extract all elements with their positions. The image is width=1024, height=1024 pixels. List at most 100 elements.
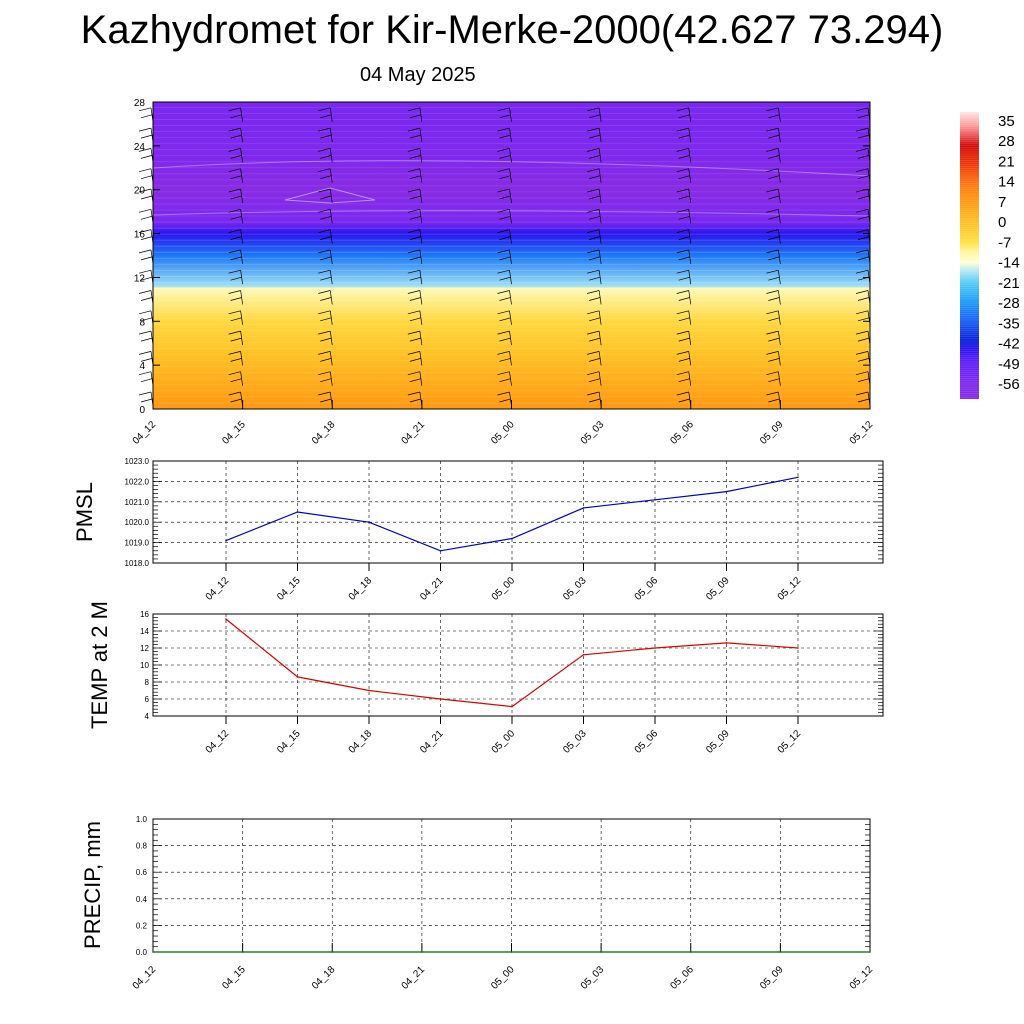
x-tick-label: 04_12: [204, 575, 232, 603]
colorbar-label: -28: [998, 295, 1020, 312]
wind-barb: [857, 155, 870, 159]
x-tick-label: 05_09: [758, 419, 786, 447]
wind-barb: [589, 337, 601, 342]
wind-barb: [678, 155, 690, 159]
chart-date: 04 May 2025: [360, 64, 476, 86]
wind-barb: [499, 114, 511, 119]
wind-barb: [678, 215, 690, 220]
colorbar-label: -35: [998, 315, 1020, 332]
wind-barb: [768, 134, 780, 139]
wind-barb: [497, 269, 510, 274]
wind-barb: [320, 378, 332, 383]
wind-barb: [497, 391, 510, 396]
y-tick-label: 12: [140, 644, 149, 653]
precip-point: [510, 951, 513, 953]
colorbar-fill: [960, 112, 979, 399]
wind-barb: [499, 134, 511, 139]
y-tick-label: 4: [139, 361, 145, 372]
wind-barb: [409, 317, 421, 322]
x-tick-label: 04_18: [347, 575, 375, 603]
y-tick-label: 16: [140, 610, 149, 619]
x-tick-label: 05_12: [776, 575, 804, 603]
wind-barb: [857, 337, 870, 342]
wind-barb: [407, 290, 420, 294]
colorbar: 35 28 21 14 7 0 -7 -14 -21 -28 -35 -42 -49 -56: [960, 111, 1020, 399]
wind-barb: [320, 134, 332, 139]
wind-barb: [230, 337, 242, 342]
y-tick-label: 8: [145, 678, 150, 687]
wind-barb: [587, 168, 600, 173]
x-tick-label: 05_03: [579, 964, 607, 992]
wind-barb: [678, 398, 690, 403]
wind-barb: [320, 337, 332, 342]
wind-barb: [407, 229, 420, 233]
y-tick-label: 0: [139, 405, 145, 416]
pmsl-point: [368, 521, 370, 523]
x-tick-label: 05_09: [704, 575, 732, 603]
colorbar-label: 0: [998, 214, 1006, 231]
wind-barb: [499, 337, 511, 342]
wind-barb: [318, 107, 331, 112]
wind-barb: [318, 371, 331, 376]
x-tick-label: 04_18: [347, 728, 375, 756]
wind-barb: [230, 378, 242, 383]
wind-barb: [497, 208, 510, 213]
wind-barb: [678, 195, 690, 200]
contour-line: [152, 160, 871, 177]
wind-barb: [589, 297, 601, 301]
pmsl-frame: [152, 460, 884, 564]
x-tick-label: 05_00: [489, 964, 517, 992]
pmsl-panel: 1018.0 1019.0 1020.0 1021.0 1022.0 1023.0 04_1…: [72, 457, 884, 603]
x-tick-label: 05_12: [776, 728, 804, 756]
wind-barb: [320, 297, 332, 301]
wind-barb: [407, 127, 420, 132]
x-tick-label: 05_03: [561, 575, 589, 603]
wind-barb: [857, 215, 870, 220]
wind-barb: [138, 168, 152, 173]
pmsl-point: [582, 507, 585, 509]
x-tick-label: 04_15: [275, 575, 303, 603]
wind-barb: [318, 168, 331, 173]
wind-barb: [589, 256, 601, 261]
wind-barb: [676, 208, 689, 213]
x-tick-label: 04_15: [220, 964, 248, 992]
wind-barb: [497, 310, 510, 315]
wind-barb: [768, 358, 780, 362]
wind-barb: [499, 155, 511, 159]
y-tick-label: 1021.0: [125, 498, 150, 507]
wind-barb: [678, 175, 690, 180]
y-tick-label: 0.0: [136, 948, 148, 957]
wind-barb: [766, 188, 779, 193]
wind-barb: [587, 229, 600, 233]
wind-barb: [318, 330, 331, 335]
wind-barb: [497, 188, 510, 193]
wind-barb: [497, 107, 510, 112]
wind-barb: [409, 195, 421, 200]
precip-point: [152, 951, 154, 953]
wind-barb: [589, 175, 601, 180]
precip-point: [600, 951, 602, 953]
x-tick-label: 04_21: [400, 964, 428, 992]
wind-barb: [587, 127, 600, 132]
wind-barb: [676, 290, 689, 294]
wind-barb: [678, 114, 690, 119]
wind-barb: [320, 236, 332, 240]
wind-barb: [855, 229, 869, 233]
wind-barb: [766, 351, 779, 355]
wind-barb: [499, 236, 511, 240]
x-tick-label: 05_03: [561, 728, 589, 756]
wind-barb: [855, 391, 869, 396]
wind-barb: [230, 256, 242, 261]
wind-barb: [499, 398, 511, 403]
wind-barb: [138, 351, 152, 355]
wind-barb: [497, 229, 510, 233]
precip-point: [779, 951, 782, 953]
wind-barb: [676, 188, 689, 193]
wind-barb: [230, 155, 242, 159]
wind-barb: [676, 168, 689, 173]
wind-barb: [320, 114, 332, 119]
wind-barb: [768, 398, 780, 403]
wind-barb: [230, 134, 242, 139]
wind-barb: [768, 155, 780, 159]
wind-barb: [138, 208, 152, 213]
